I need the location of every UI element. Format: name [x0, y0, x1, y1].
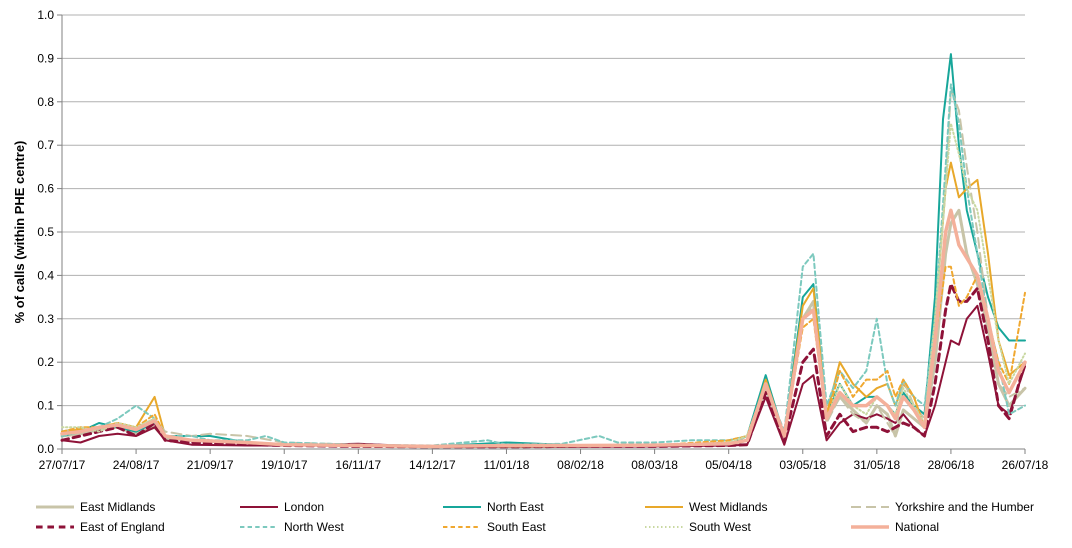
- x-tick-label: 11/01/18: [484, 458, 530, 472]
- legend-label: West Midlands: [689, 500, 767, 514]
- legend-label: London: [284, 500, 324, 514]
- x-tick-label: 19/10/17: [261, 458, 308, 472]
- legend-label: East of England: [80, 520, 165, 534]
- y-tick-label: 1.0: [37, 8, 54, 22]
- legend-item-west-midlands: West Midlands: [645, 500, 767, 514]
- x-tick-label: 27/07/17: [39, 458, 86, 472]
- series-line-yorkshire-and-the-humber: [61, 87, 1026, 448]
- y-tick-label: 0.7: [37, 138, 54, 152]
- series-line-national: [60, 208, 1027, 449]
- y-tick-label: 0.9: [37, 51, 54, 65]
- legend-item-north-west: North West: [240, 520, 344, 534]
- legend-label: South West: [689, 520, 751, 534]
- y-tick-label: 0.8: [37, 95, 54, 109]
- series-lines: [60, 53, 1027, 449]
- legend-item-south-west: South West: [645, 520, 751, 534]
- legend-item-south-east: South East: [443, 520, 546, 534]
- y-axis-title: % of calls (within PHE centre): [12, 141, 27, 324]
- axes: 0.0 0.1 0.2 0.3 0.4 0.5 0.6 0.7 0.8 0.9 1.0 27/07/1…: [12, 8, 1049, 472]
- gridlines: [62, 14, 1025, 407]
- series-line-south-east: [61, 265, 1026, 448]
- legend-item-yorkshire-and-the-humber: Yorkshire and the Humber: [851, 500, 1034, 514]
- series-line-west-midlands: [61, 161, 1026, 448]
- x-tick-label: 26/07/18: [1002, 458, 1049, 472]
- x-tick-label: 28/06/18: [928, 458, 975, 472]
- y-tick-label: 0.5: [37, 225, 54, 239]
- legend-item-east-of-england: East of England: [36, 520, 165, 534]
- x-tick-label: 08/02/18: [557, 458, 604, 472]
- x-tick-label: 05/04/18: [705, 458, 752, 472]
- legend-label: Yorkshire and the Humber: [895, 500, 1034, 514]
- legend-label: North West: [284, 520, 344, 534]
- legend-item-east-midlands: East Midlands: [36, 500, 155, 514]
- series-line-east-of-england: [60, 282, 1027, 449]
- x-tick-label: 08/03/18: [631, 458, 678, 472]
- x-tick-label: 31/05/18: [853, 458, 900, 472]
- y-tick-label: 0.2: [37, 355, 54, 369]
- y-tick-label: 0.1: [37, 399, 54, 413]
- legend-label: North East: [487, 500, 544, 514]
- legend: East Midlands London North East West Midlan…: [36, 500, 1034, 534]
- legend-item-london: London: [240, 500, 324, 514]
- legend-label: South East: [487, 520, 546, 534]
- x-tick-label: 14/12/17: [409, 458, 456, 472]
- x-tick-label: 24/08/17: [113, 458, 160, 472]
- legend-item-north-east: North East: [443, 500, 544, 514]
- legend-label: National: [895, 520, 939, 534]
- x-tick-label: 03/05/18: [779, 458, 826, 472]
- x-tick-label: 16/11/17: [335, 458, 381, 472]
- series-line-north-west: [61, 83, 1026, 447]
- legend-item-national: National: [851, 520, 939, 534]
- legend-label: East Midlands: [80, 500, 155, 514]
- y-tick-label: 0.3: [37, 312, 54, 326]
- y-tick-label: 0.6: [37, 182, 54, 196]
- x-tick-label: 21/09/17: [187, 458, 234, 472]
- y-tick-label: 0.4: [37, 268, 54, 282]
- y-tick-label: 0.0: [37, 442, 54, 456]
